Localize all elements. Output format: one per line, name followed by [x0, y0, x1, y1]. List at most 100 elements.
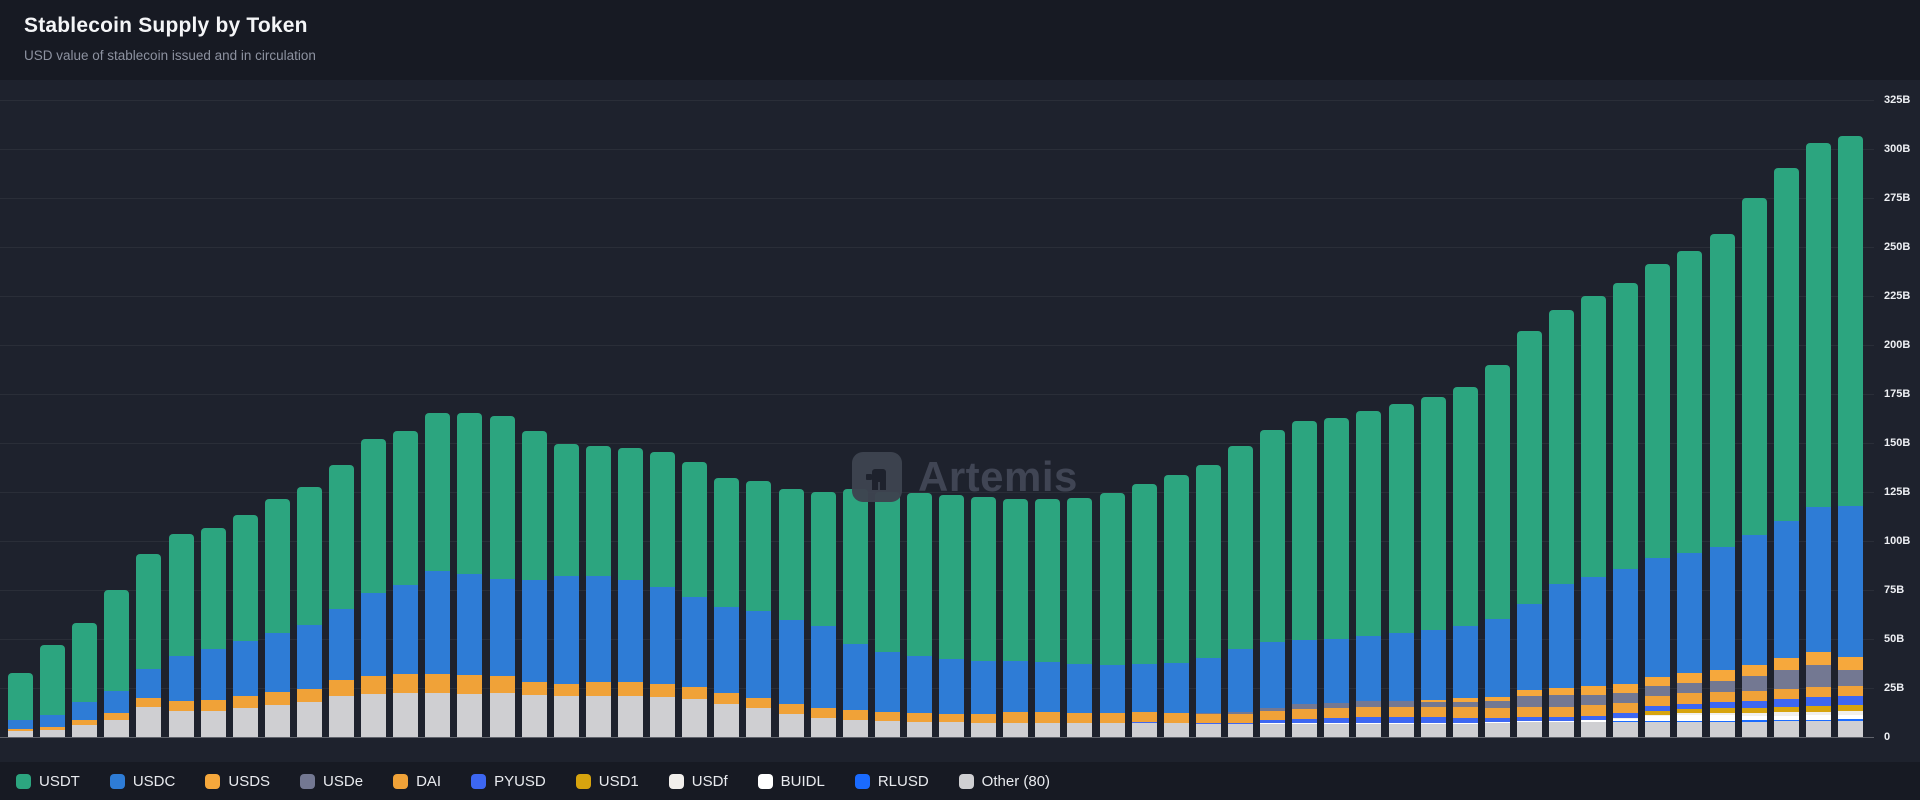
legend-item-USDS[interactable]: USDS	[205, 773, 270, 790]
bar-segment-DAI	[1516, 707, 1542, 718]
bar-Jul25[interactable]	[1741, 198, 1767, 737]
bar-Feb25[interactable]	[1581, 296, 1607, 737]
bar-Nov24[interactable]	[1484, 364, 1510, 737]
y-axis-label-200B: 200B	[1884, 339, 1911, 351]
bar-Oct22[interactable]	[682, 462, 708, 737]
bar-segment-Other80	[1003, 722, 1029, 737]
bar-segment-DAI	[682, 686, 708, 699]
bar-Dec21[interactable]	[361, 439, 387, 737]
bar-Aug25[interactable]	[1773, 168, 1799, 737]
bar-segment-USDC	[1838, 506, 1863, 658]
legend-item-USDf[interactable]: USDf	[668, 773, 728, 790]
bar-Feb22[interactable]	[425, 413, 451, 737]
bar-segment-BUIDL	[1581, 720, 1607, 722]
bar-Mar21[interactable]	[72, 622, 98, 737]
bar-Jun23[interactable]	[939, 495, 965, 737]
bar-Jan21[interactable]	[8, 673, 33, 737]
bar-segment-DAI	[1805, 686, 1831, 698]
bar-Aug21[interactable]	[232, 514, 258, 737]
bar-Sep25[interactable]	[1805, 142, 1831, 737]
bar-segment-DAI	[1838, 685, 1863, 697]
bar-segment-USDS	[1613, 683, 1639, 693]
bar-May22[interactable]	[521, 431, 547, 737]
legend-item-USDC[interactable]: USDC	[109, 773, 175, 790]
bar-Sep22[interactable]	[650, 452, 676, 737]
bar-segment-USDT	[1613, 283, 1639, 570]
bar-segment-Other80	[104, 720, 130, 737]
bar-segment-USDC	[489, 578, 515, 676]
bar-Mar23[interactable]	[842, 488, 868, 737]
legend-item-RLUSD[interactable]: RLUSD	[854, 773, 929, 790]
bar-segment-DAI	[1163, 712, 1189, 723]
legend-item-Other80[interactable]: Other (80)	[958, 773, 1050, 790]
bar-Nov23[interactable]	[1099, 493, 1125, 737]
bar-Nov22[interactable]	[714, 478, 740, 737]
bar-May24[interactable]	[1292, 421, 1318, 737]
legend-item-USDe[interactable]: USDe	[300, 773, 363, 790]
bar-segment-PYUSD	[1613, 713, 1639, 718]
legend-item-DAI[interactable]: DAI	[393, 773, 441, 790]
gridline-50B	[0, 639, 1874, 640]
legend-swatch-BUIDL	[757, 773, 773, 789]
bar-segment-USDT	[778, 488, 804, 621]
bar-Mar22[interactable]	[457, 413, 483, 737]
legend-item-USD1[interactable]: USD1	[575, 773, 639, 790]
bar-Jan25[interactable]	[1549, 309, 1575, 737]
bar-Mar25[interactable]	[1613, 283, 1639, 737]
bar-Feb23[interactable]	[810, 491, 836, 737]
bar-Aug22[interactable]	[618, 447, 643, 737]
bar-Jul21[interactable]	[200, 527, 226, 737]
bar-segment-PYUSD	[1516, 717, 1542, 721]
bar-Apr25[interactable]	[1645, 263, 1671, 737]
bar-Dec24[interactable]	[1516, 331, 1542, 737]
bar-Apr22[interactable]	[489, 415, 515, 737]
bar-Oct21[interactable]	[296, 486, 322, 737]
bar-Apr24[interactable]	[1260, 429, 1286, 737]
bar-May23[interactable]	[906, 493, 932, 737]
bar-segment-DAI	[72, 719, 98, 726]
bar-segment-Other80	[1838, 721, 1863, 737]
bar-Aug24[interactable]	[1388, 404, 1414, 737]
bar-Oct25[interactable]	[1838, 135, 1863, 737]
bar-segment-PYUSD	[1581, 715, 1607, 720]
bar-Jan24[interactable]	[1163, 474, 1189, 737]
bar-segment-USDT	[1677, 251, 1703, 553]
gridline-125B	[0, 492, 1874, 493]
bar-Sep21[interactable]	[264, 498, 290, 737]
bar-Sep23[interactable]	[1035, 499, 1061, 737]
legend-item-USDT[interactable]: USDT	[16, 773, 80, 790]
bar-Jan23[interactable]	[778, 488, 804, 737]
legend-label: BUIDL	[780, 772, 825, 790]
bar-Aug23[interactable]	[1003, 498, 1029, 737]
bar-segment-USDe	[1292, 704, 1318, 709]
bar-Sep24[interactable]	[1420, 396, 1446, 737]
bar-Dec23[interactable]	[1131, 484, 1157, 737]
bar-Jun21[interactable]	[168, 533, 194, 737]
bar-segment-DAI	[874, 711, 900, 722]
page-title: Stablecoin Supply by Token	[24, 14, 308, 37]
bar-Apr23[interactable]	[874, 492, 900, 737]
bar-Jul22[interactable]	[585, 446, 611, 737]
bar-segment-USDe	[1228, 712, 1253, 714]
bar-Mar24[interactable]	[1228, 445, 1253, 737]
bar-Apr21[interactable]	[104, 589, 130, 737]
bar-Oct23[interactable]	[1067, 497, 1093, 737]
bar-Jun22[interactable]	[553, 444, 579, 737]
bar-May25[interactable]	[1677, 251, 1703, 737]
bar-Jul24[interactable]	[1356, 411, 1382, 737]
bar-Jan22[interactable]	[393, 430, 419, 737]
bar-Nov21[interactable]	[329, 465, 355, 737]
bar-Oct24[interactable]	[1452, 386, 1478, 737]
bar-May21[interactable]	[136, 553, 162, 737]
bar-segment-PYUSD	[1388, 717, 1414, 724]
bar-Jun24[interactable]	[1324, 417, 1350, 737]
bar-Jul23[interactable]	[971, 497, 997, 737]
bar-Feb21[interactable]	[40, 645, 66, 737]
bar-segment-DAI	[746, 697, 772, 708]
bar-Dec22[interactable]	[746, 481, 772, 737]
bar-segment-USDT	[650, 452, 676, 587]
legend-item-PYUSD[interactable]: PYUSD	[471, 773, 546, 790]
legend-item-BUIDL[interactable]: BUIDL	[757, 772, 825, 790]
bar-Jun25[interactable]	[1709, 233, 1735, 737]
bar-Feb24[interactable]	[1195, 465, 1221, 737]
